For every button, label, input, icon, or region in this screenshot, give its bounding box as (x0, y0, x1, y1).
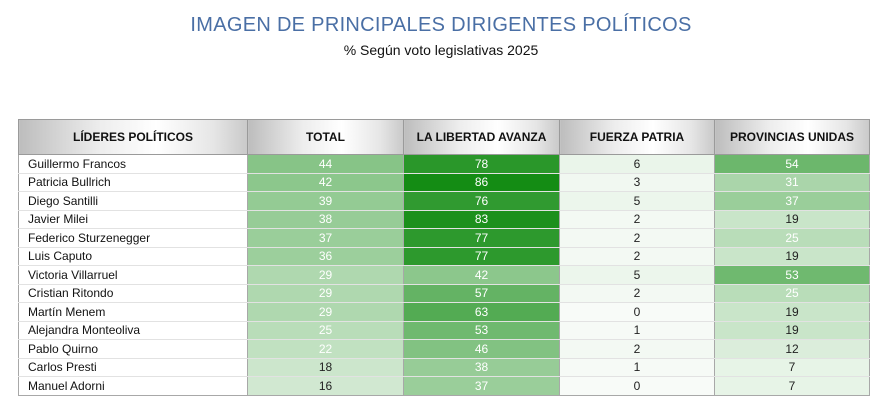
cell-fuerza-patria: 2 (559, 284, 715, 303)
cell-total: 44 (247, 154, 404, 174)
cell-total: 25 (247, 321, 404, 340)
cell-fuerza-patria: 2 (559, 228, 715, 248)
page-title: IMAGEN DE PRINCIPALES DIRIGENTES POLÍTIC… (190, 14, 692, 36)
table-header-row: LÍDERES POLÍTICOS TOTAL LA LIBERTAD AVAN… (18, 119, 870, 155)
cell-provincias-unidas: 31 (714, 173, 870, 192)
cell-total: 37 (247, 228, 404, 248)
cell-provincias-unidas: 53 (714, 265, 870, 285)
header-la-libertad-avanza: LA LIBERTAD AVANZA (403, 119, 560, 155)
cell-la-libertad-avanza: 77 (403, 247, 560, 266)
cell-fuerza-patria: 2 (559, 210, 715, 229)
cell-fuerza-patria: 3 (559, 173, 715, 192)
leader-name: Federico Sturzenegger (18, 228, 248, 248)
cell-la-libertad-avanza: 42 (403, 265, 560, 285)
cell-la-libertad-avanza: 37 (403, 376, 560, 396)
cell-total: 18 (247, 358, 404, 377)
table-row: Luis Caputo 36 77 2 19 (18, 247, 870, 266)
leader-name: Carlos Presti (18, 358, 248, 377)
header-fuerza-patria: FUERZA PATRIA (559, 119, 715, 155)
cell-provincias-unidas: 12 (714, 339, 870, 359)
cell-provincias-unidas: 25 (714, 228, 870, 248)
table-row: Martín Menem 29 63 0 19 (18, 302, 870, 322)
table-row: Alejandra Monteoliva 25 53 1 19 (18, 321, 870, 340)
table-row: Federico Sturzenegger 37 77 2 25 (18, 228, 870, 248)
cell-total: 38 (247, 210, 404, 229)
cell-total: 29 (247, 284, 404, 303)
cell-la-libertad-avanza: 53 (403, 321, 560, 340)
table-row: Manuel Adorni 16 37 0 7 (18, 376, 870, 396)
table-row: Victoria Villarruel 29 42 5 53 (18, 265, 870, 285)
leader-name: Diego Santilli (18, 191, 248, 211)
leader-name: Luis Caputo (18, 247, 248, 266)
cell-la-libertad-avanza: 63 (403, 302, 560, 322)
cell-provincias-unidas: 19 (714, 210, 870, 229)
table-body: Guillermo Francos 44 78 6 54 Patricia Bullric… (18, 154, 870, 396)
cell-la-libertad-avanza: 57 (403, 284, 560, 303)
table-row: Patricia Bullrich 42 86 3 31 (18, 173, 870, 192)
cell-fuerza-patria: 1 (559, 321, 715, 340)
page-subtitle: % Según voto legislativas 2025 (343, 42, 539, 58)
leader-name: Cristian Ritondo (18, 284, 248, 303)
cell-provincias-unidas: 54 (714, 154, 870, 174)
cell-total: 36 (247, 247, 404, 266)
header-leaders: LÍDERES POLÍTICOS (18, 119, 248, 155)
table-row: Diego Santilli 39 76 5 37 (18, 191, 870, 211)
cell-la-libertad-avanza: 76 (403, 191, 560, 211)
cell-fuerza-patria: 6 (559, 154, 715, 174)
leader-name: Patricia Bullrich (18, 173, 248, 192)
cell-total: 29 (247, 265, 404, 285)
cell-fuerza-patria: 1 (559, 358, 715, 377)
leader-name: Manuel Adorni (18, 376, 248, 396)
leader-name: Javier Milei (18, 210, 248, 229)
cell-la-libertad-avanza: 86 (403, 173, 560, 192)
cell-provincias-unidas: 7 (714, 376, 870, 396)
table-row: Guillermo Francos 44 78 6 54 (18, 154, 870, 174)
cell-fuerza-patria: 0 (559, 302, 715, 322)
cell-fuerza-patria: 2 (559, 339, 715, 359)
cell-provincias-unidas: 7 (714, 358, 870, 377)
table-row: Cristian Ritondo 29 57 2 25 (18, 284, 870, 303)
header-total: TOTAL (247, 119, 404, 155)
cell-la-libertad-avanza: 38 (403, 358, 560, 377)
cell-la-libertad-avanza: 78 (403, 154, 560, 174)
cell-provincias-unidas: 25 (714, 284, 870, 303)
table-row: Javier Milei 38 83 2 19 (18, 210, 870, 229)
cell-la-libertad-avanza: 77 (403, 228, 560, 248)
table-row: Pablo Quirno 22 46 2 12 (18, 339, 870, 359)
leader-name: Guillermo Francos (18, 154, 248, 174)
leader-name: Alejandra Monteoliva (18, 321, 248, 340)
header-provincias-unidas: PROVINCIAS UNIDAS (714, 119, 870, 155)
leader-name: Victoria Villarruel (18, 265, 248, 285)
cell-fuerza-patria: 0 (559, 376, 715, 396)
cell-provincias-unidas: 19 (714, 302, 870, 322)
cell-provincias-unidas: 37 (714, 191, 870, 211)
cell-fuerza-patria: 5 (559, 191, 715, 211)
cell-fuerza-patria: 5 (559, 265, 715, 285)
cell-total: 42 (247, 173, 404, 192)
cell-provincias-unidas: 19 (714, 247, 870, 266)
cell-total: 22 (247, 339, 404, 359)
cell-la-libertad-avanza: 83 (403, 210, 560, 229)
cell-provincias-unidas: 19 (714, 321, 870, 340)
cell-total: 16 (247, 376, 404, 396)
leader-name: Martín Menem (18, 302, 248, 322)
cell-fuerza-patria: 2 (559, 247, 715, 266)
table-row: Carlos Presti 18 38 1 7 (18, 358, 870, 377)
leaders-table: LÍDERES POLÍTICOS TOTAL LA LIBERTAD AVAN… (18, 119, 870, 396)
cell-total: 29 (247, 302, 404, 322)
leader-name: Pablo Quirno (18, 339, 248, 359)
cell-la-libertad-avanza: 46 (403, 339, 560, 359)
cell-total: 39 (247, 191, 404, 211)
